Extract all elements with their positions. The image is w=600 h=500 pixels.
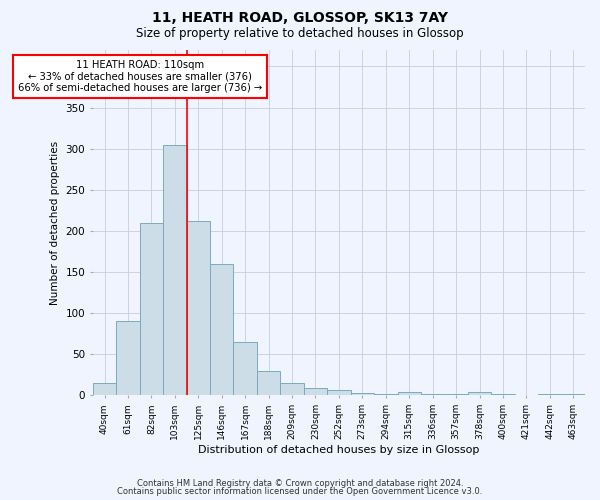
Bar — [374, 394, 398, 396]
Bar — [280, 383, 304, 396]
Y-axis label: Number of detached properties: Number of detached properties — [50, 140, 60, 305]
Bar — [350, 393, 374, 396]
Bar — [140, 222, 163, 396]
Bar — [233, 342, 257, 396]
Bar — [210, 264, 233, 396]
Bar — [445, 394, 468, 396]
X-axis label: Distribution of detached houses by size in Glossop: Distribution of detached houses by size … — [198, 445, 479, 455]
Text: Contains public sector information licensed under the Open Government Licence v3: Contains public sector information licen… — [118, 487, 482, 496]
Bar — [257, 371, 280, 396]
Bar — [398, 392, 421, 396]
Text: 11 HEATH ROAD: 110sqm
← 33% of detached houses are smaller (376)
66% of semi-det: 11 HEATH ROAD: 110sqm ← 33% of detached … — [17, 60, 262, 93]
Bar — [538, 394, 562, 396]
Text: Contains HM Land Registry data © Crown copyright and database right 2024.: Contains HM Land Registry data © Crown c… — [137, 478, 463, 488]
Bar — [93, 383, 116, 396]
Bar — [116, 322, 140, 396]
Bar — [327, 390, 350, 396]
Bar — [562, 394, 585, 396]
Bar — [304, 388, 327, 396]
Bar — [421, 394, 445, 396]
Text: Size of property relative to detached houses in Glossop: Size of property relative to detached ho… — [136, 28, 464, 40]
Bar — [163, 144, 187, 396]
Bar — [491, 394, 515, 396]
Bar — [187, 221, 210, 396]
Bar — [515, 394, 538, 396]
Bar — [468, 392, 491, 396]
Text: 11, HEATH ROAD, GLOSSOP, SK13 7AY: 11, HEATH ROAD, GLOSSOP, SK13 7AY — [152, 11, 448, 25]
